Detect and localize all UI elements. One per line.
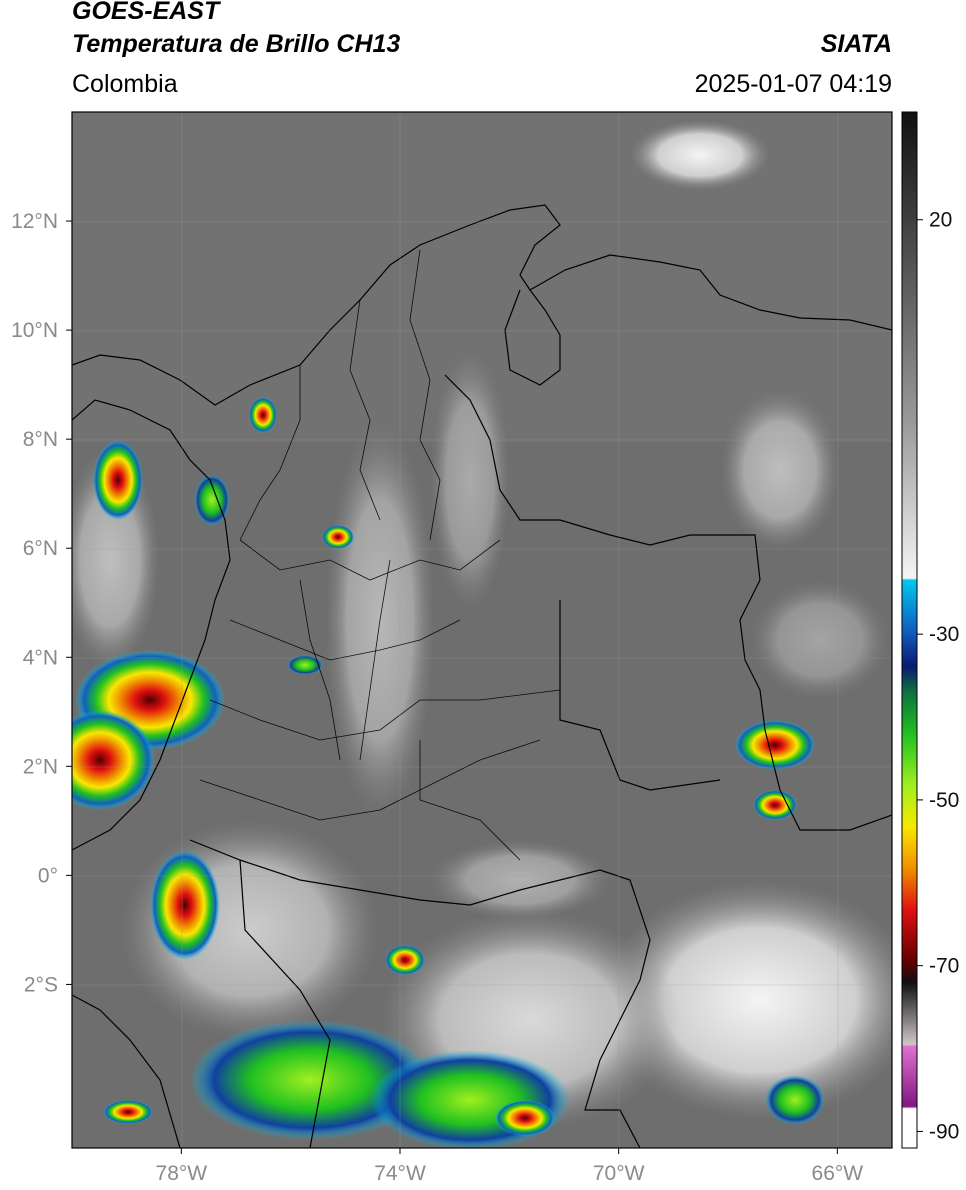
latitude-tick-label: 4°N (23, 646, 58, 669)
longitude-tick-label: 74°W (374, 1162, 426, 1185)
storm-cell (72, 710, 155, 810)
cloud-field (72, 450, 160, 670)
cloud-field (430, 840, 610, 920)
storm-cell (287, 655, 323, 675)
cloud-field (630, 120, 770, 190)
storm-cell (190, 1020, 430, 1140)
colorbar-ticks: 20 -30 -50 -70 -90 (917, 209, 959, 1143)
storm-cell (249, 397, 277, 433)
storm-cell (103, 1100, 153, 1124)
country-borders (72, 204, 892, 1148)
product-title: Temperatura de Brillo CH13 (72, 30, 401, 58)
datetime-label: 2025-01-07 04:19 (694, 70, 892, 98)
storm-cell (753, 790, 797, 820)
latitude-tick-label: 6°N (23, 537, 58, 560)
brand-label: SIATA (820, 30, 892, 58)
colorbar-tick-label: -90 (929, 1120, 959, 1143)
satellite-imagery (72, 112, 892, 1148)
graticule (72, 112, 892, 1148)
longitude-tick-label: 66°W (812, 1162, 864, 1185)
storm-cell (495, 1100, 555, 1136)
colorbar-tick-label: 20 (929, 209, 952, 232)
storm-cell (735, 720, 815, 770)
cloud-field (720, 390, 840, 550)
storm-cell (150, 850, 220, 960)
latitude-tick-label: 2°S (24, 973, 58, 996)
longitude-tick-label: 70°W (593, 1162, 645, 1185)
colorbar-tick-label: -70 (929, 955, 959, 978)
latitude-tick-label: 0° (38, 864, 58, 887)
latitude-tick-label: 8°N (23, 428, 58, 451)
cloud-field (750, 580, 890, 700)
colorbar-tick-label: -50 (929, 789, 959, 812)
satellite-title: GOES-EAST (72, 0, 220, 25)
map-frame (71, 111, 893, 1149)
latitude-tick-label: 2°N (23, 755, 58, 778)
colorbar: 20 -30 -50 -70 -90 (901, 111, 959, 1149)
storm-cell (93, 440, 143, 520)
storm-cell (385, 945, 425, 975)
colorbar-tick-label: -30 (929, 623, 959, 646)
latitude-tick-label: 10°N (11, 319, 58, 342)
latitude-axis: 12°N 10°N 8°N 6°N 4°N 2°N 0° 2°S (11, 210, 72, 996)
department-borders (199, 249, 561, 861)
cloud-field (430, 350, 510, 610)
longitude-axis: 78°W 74°W 70°W 66°W (156, 1148, 864, 1185)
longitude-tick-label: 78°W (156, 1162, 208, 1185)
storm-cell (194, 474, 230, 526)
latitude-tick-label: 12°N (11, 210, 58, 233)
colorbar-gradient (901, 111, 918, 1149)
cloud-field (600, 880, 892, 1120)
storm-cell (322, 525, 354, 549)
region-label: Colombia (72, 70, 178, 98)
storm-cell (765, 1075, 825, 1125)
